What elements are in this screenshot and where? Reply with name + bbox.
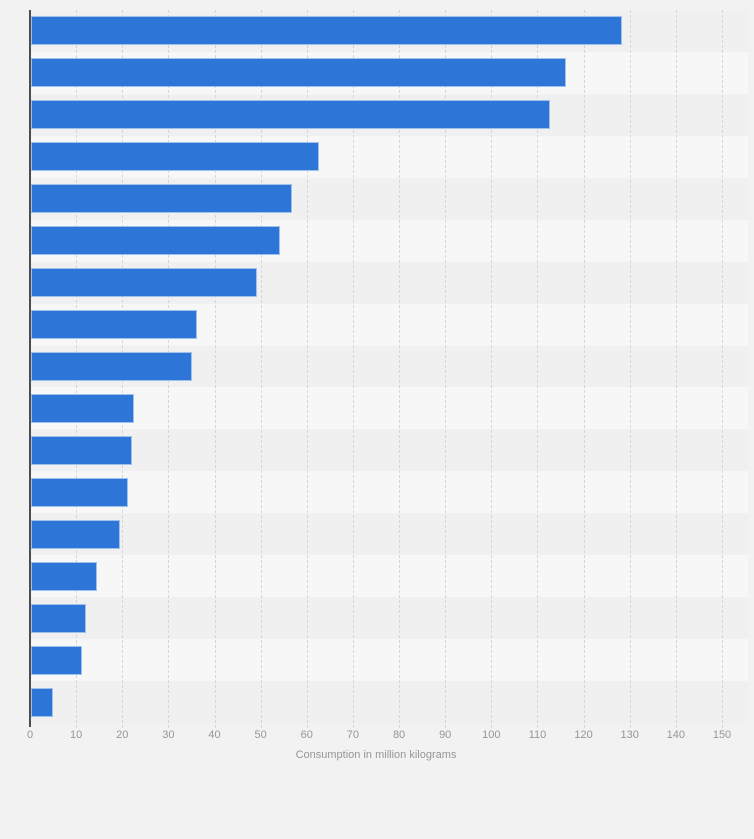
plot-area bbox=[30, 10, 748, 728]
horizontal-bar[interactable] bbox=[31, 435, 133, 465]
x-tick-label: 50 bbox=[254, 729, 267, 741]
vertical-gridline bbox=[214, 10, 216, 728]
vertical-gridline bbox=[722, 10, 723, 728]
horizontal-bar[interactable] bbox=[31, 58, 567, 88]
horizontal-bar[interactable] bbox=[31, 16, 622, 46]
horizontal-bar[interactable] bbox=[31, 645, 82, 675]
horizontal-bar[interactable] bbox=[31, 352, 193, 381]
x-tick-label: 130 bbox=[620, 729, 639, 741]
row-band bbox=[30, 387, 748, 430]
row-band bbox=[30, 597, 748, 640]
x-axis-title: Consumption in million kilograms bbox=[295, 749, 457, 761]
horizontal-bar[interactable] bbox=[31, 142, 320, 172]
horizontal-bar[interactable] bbox=[31, 184, 292, 214]
x-tick-label: 80 bbox=[392, 729, 406, 741]
x-tick-label: 0 bbox=[26, 729, 34, 741]
x-tick-label: 120 bbox=[574, 729, 593, 741]
x-tick-label: 60 bbox=[300, 729, 313, 741]
horizontal-bar[interactable] bbox=[31, 393, 134, 423]
horizontal-bar[interactable] bbox=[31, 100, 550, 130]
vertical-gridline bbox=[352, 10, 354, 728]
horizontal-bar[interactable] bbox=[31, 310, 198, 340]
x-tick-label: 10 bbox=[70, 729, 83, 741]
horizontal-bar[interactable] bbox=[31, 561, 98, 591]
x-tick-label: 90 bbox=[439, 729, 452, 741]
y-axis-line bbox=[29, 10, 31, 727]
row-band bbox=[30, 639, 748, 682]
x-tick-label: 150 bbox=[712, 729, 732, 741]
x-tick-label: 30 bbox=[162, 729, 175, 741]
row-band bbox=[30, 681, 748, 723]
row-band bbox=[30, 429, 748, 472]
vertical-gridline bbox=[260, 10, 262, 728]
vertical-gridline bbox=[306, 10, 308, 728]
vertical-gridline bbox=[675, 10, 677, 728]
vertical-gridline bbox=[629, 10, 631, 728]
x-tick-label: 110 bbox=[528, 729, 547, 741]
horizontal-bar[interactable] bbox=[31, 687, 53, 717]
horizontal-bar[interactable] bbox=[31, 519, 121, 549]
vertical-gridline bbox=[583, 10, 585, 728]
x-tick-label: 140 bbox=[666, 729, 686, 741]
x-tick-label: 100 bbox=[482, 729, 501, 741]
horizontal-bar[interactable] bbox=[31, 603, 87, 633]
horizontal-bar[interactable] bbox=[31, 268, 258, 298]
horizontal-bar[interactable] bbox=[31, 477, 128, 507]
x-tick-label: 70 bbox=[346, 729, 360, 741]
vertical-gridline bbox=[445, 10, 447, 728]
vertical-gridline bbox=[491, 10, 493, 728]
x-tick-label: 20 bbox=[116, 729, 129, 741]
vertical-gridline bbox=[537, 10, 539, 728]
row-band bbox=[30, 513, 748, 556]
horizontal-bar[interactable] bbox=[31, 226, 281, 256]
row-band bbox=[30, 555, 748, 598]
row-band bbox=[30, 471, 748, 514]
x-tick-label: 40 bbox=[208, 729, 221, 741]
vertical-gridline bbox=[399, 10, 401, 728]
